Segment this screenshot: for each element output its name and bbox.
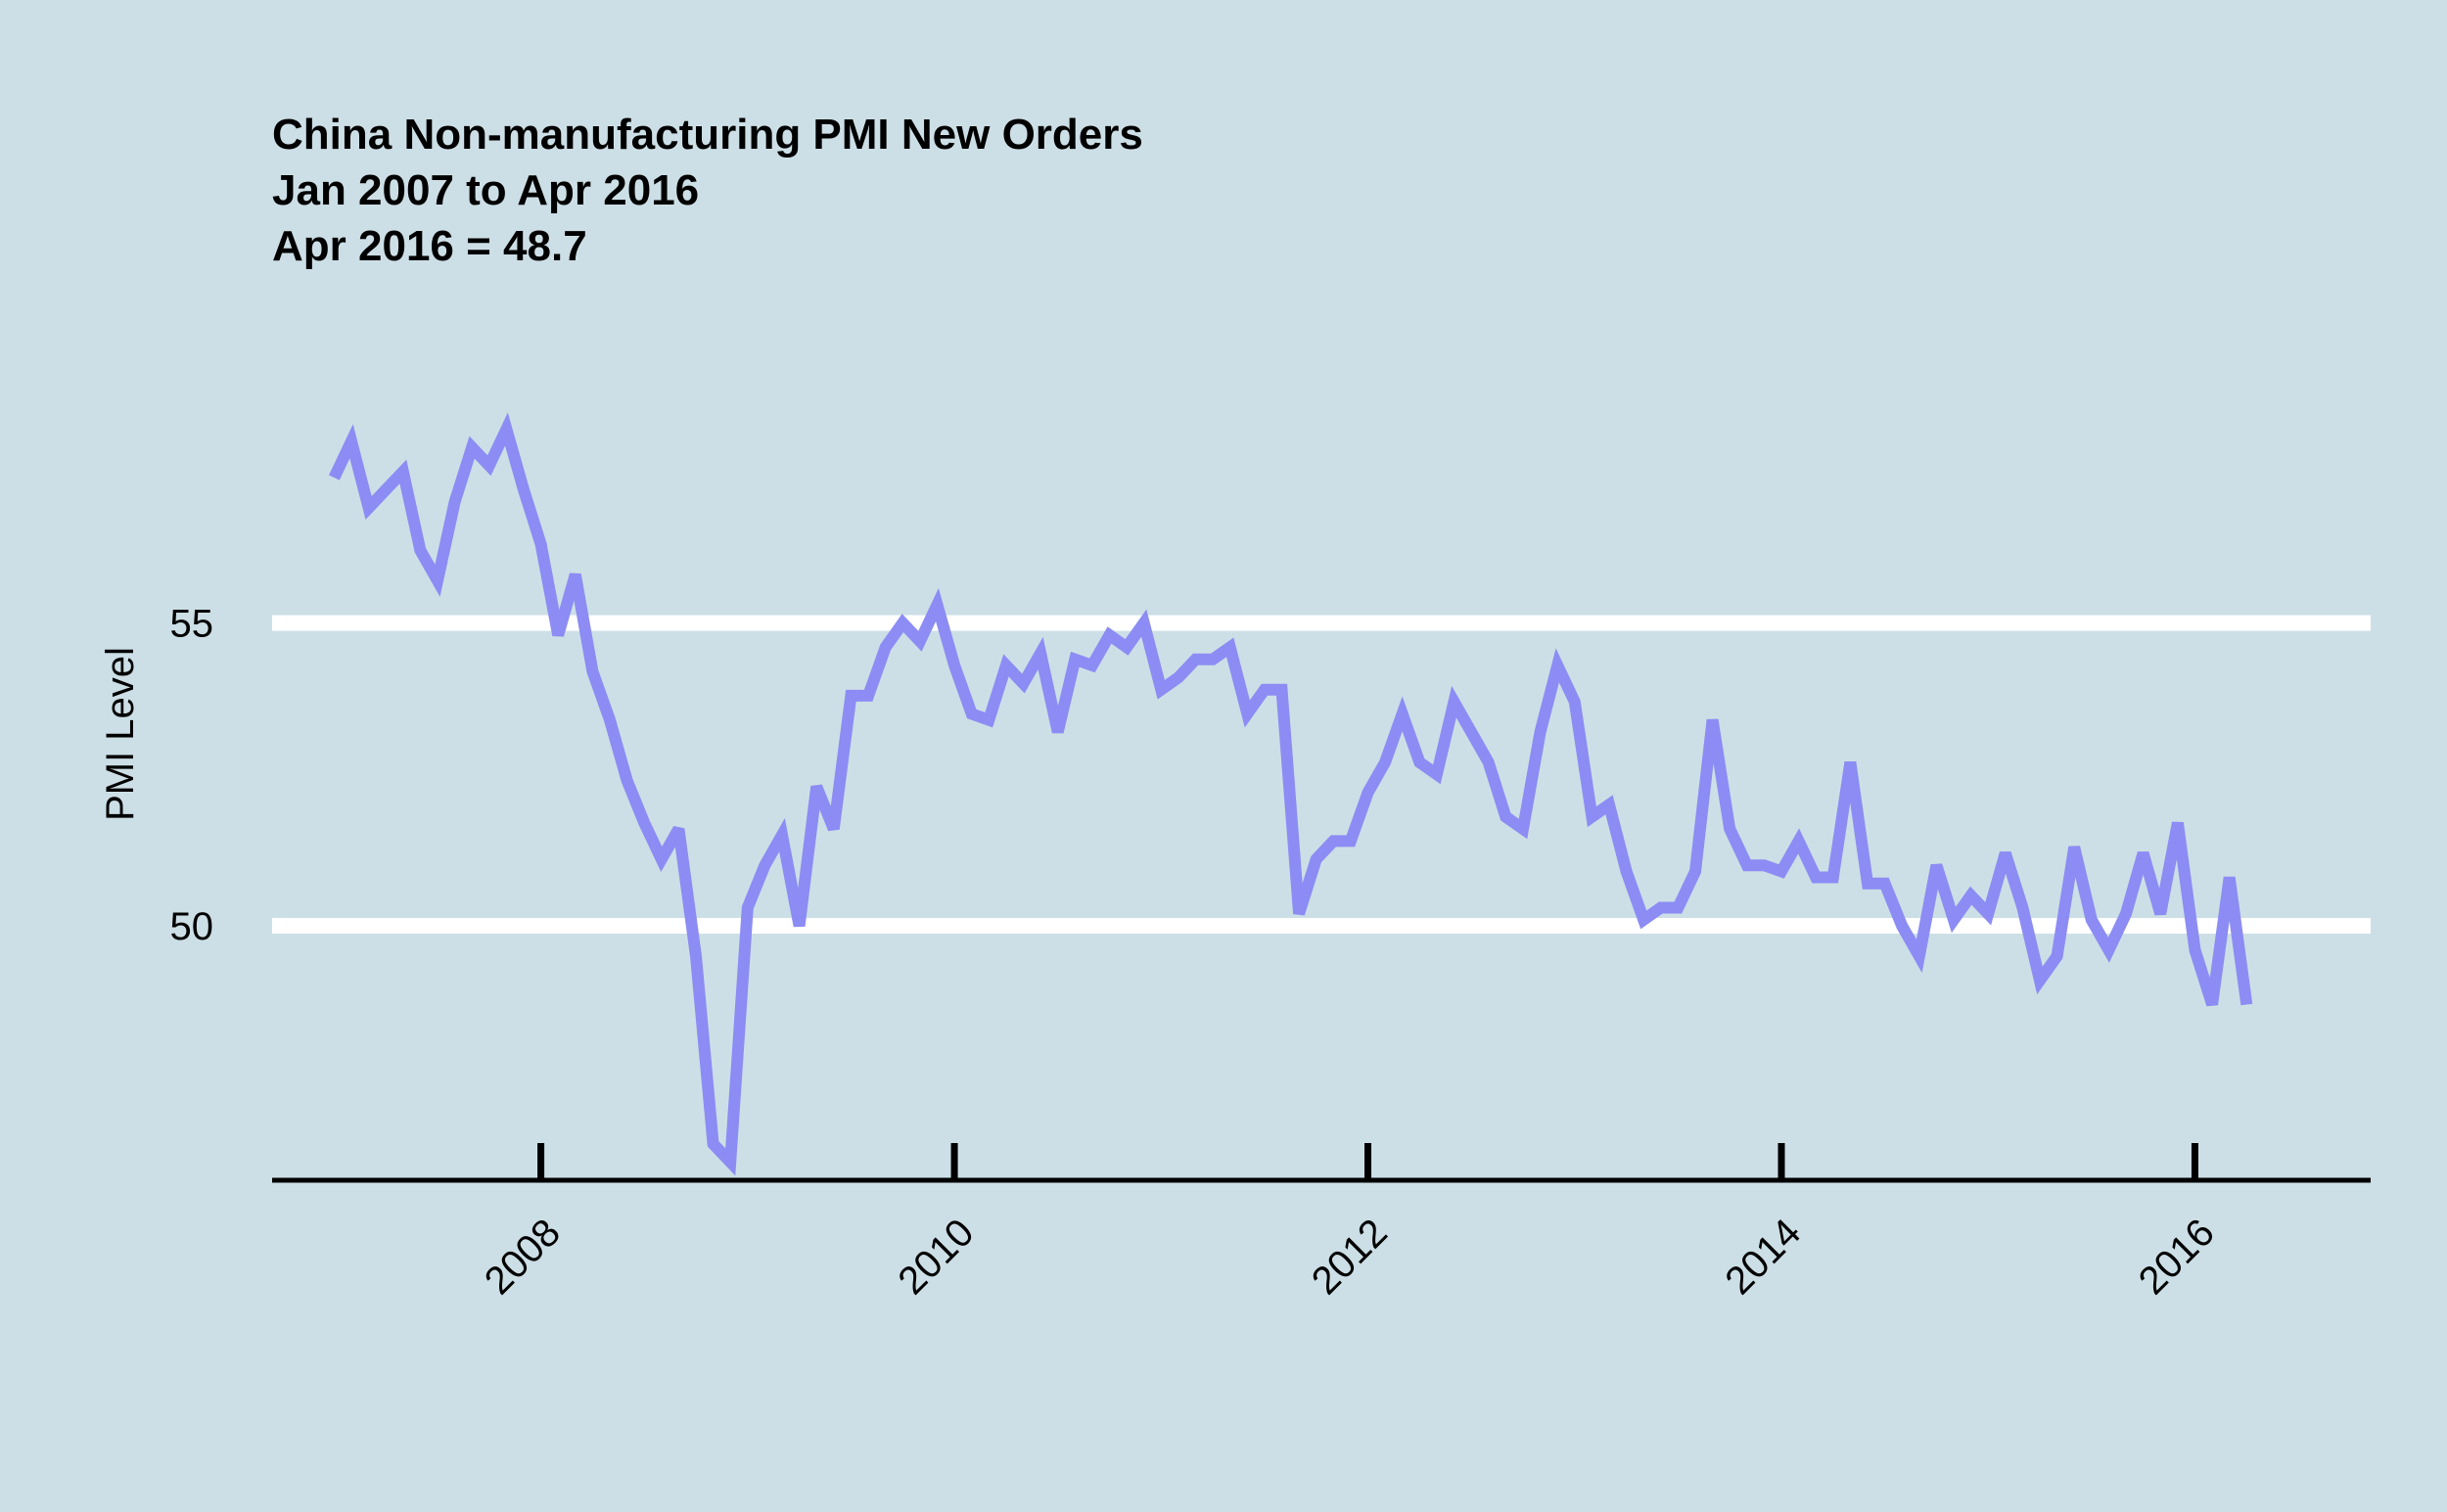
chart-note: Apr 2016 = 48.7	[272, 222, 587, 270]
y-tick-label: 55	[170, 603, 214, 646]
x-tick-label: 2010	[890, 1211, 982, 1303]
x-tick-label: 2012	[1304, 1211, 1396, 1303]
title-block: China Non-manufacturing PMI New Orders J…	[272, 111, 1143, 270]
x-axis: 2008 2010 2012 2014 2016	[272, 1143, 2371, 1303]
x-tick-label: 2008	[477, 1211, 569, 1303]
series-layer	[328, 412, 2253, 1176]
chart-title: China Non-manufacturing PMI New Orders	[272, 111, 1143, 159]
series-line-0	[328, 412, 2253, 1176]
x-tick-label: 2014	[1717, 1211, 1809, 1303]
y-tick-labels: 50 55	[170, 603, 214, 948]
y-axis-label: PMI Level	[99, 647, 142, 821]
chart-subtitle: Jan 2007 to Apr 2016	[272, 166, 699, 214]
y-tick-label: 50	[170, 905, 214, 948]
x-tick-label: 2016	[2131, 1211, 2223, 1303]
